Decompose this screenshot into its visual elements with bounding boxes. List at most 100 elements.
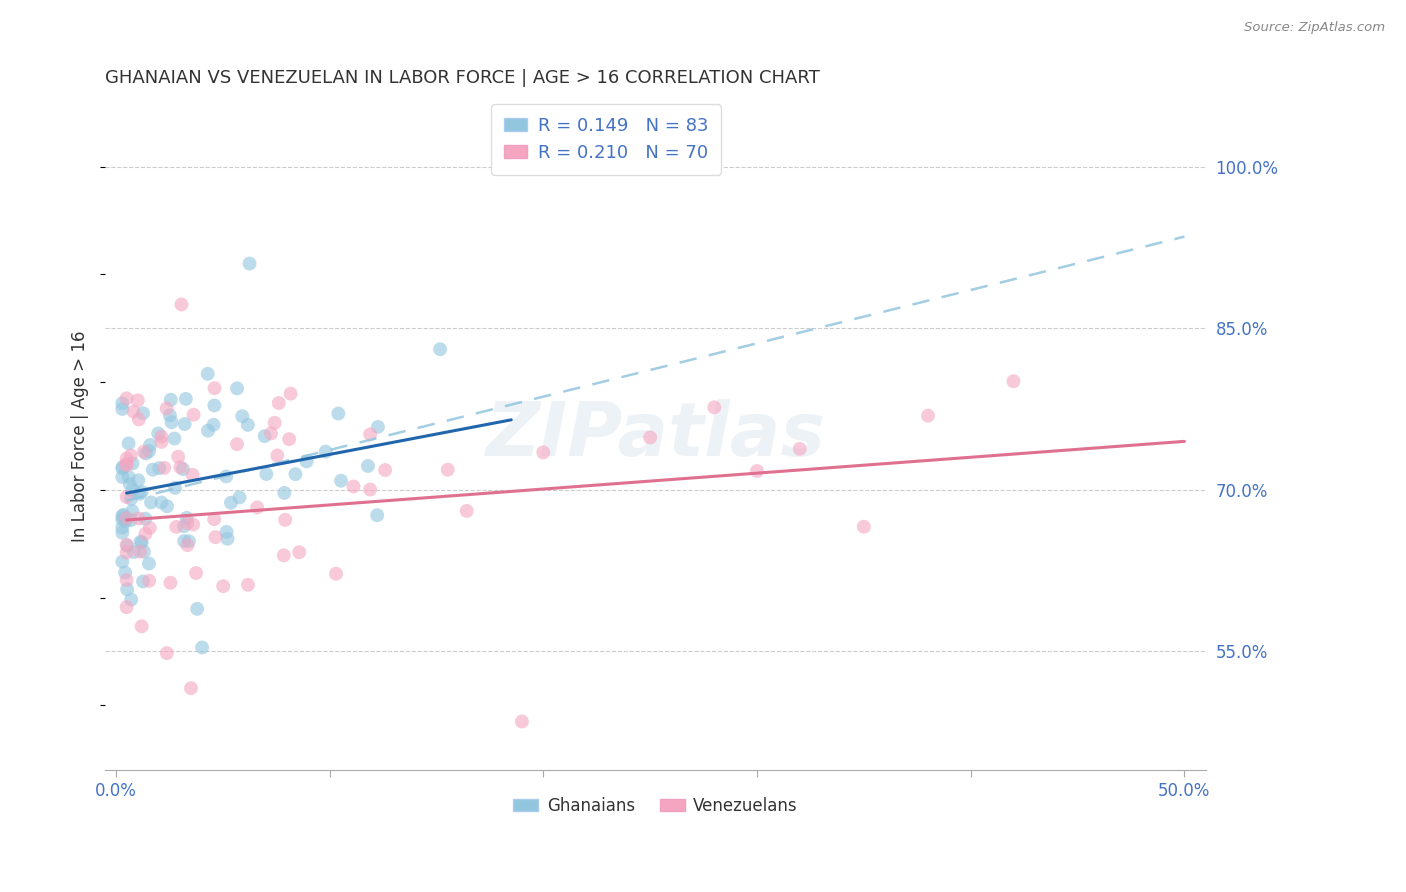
Point [638,431,661,445]
Text: GHANAIAN VS VENEZUELAN IN LABOR FORCE | AGE > 16 CORRELATION CHART: GHANAIAN VS VENEZUELAN IN LABOR FORCE | … [105,69,820,87]
Point [789,442,811,456]
Point [132,444,155,458]
Point [150,434,173,449]
Point [111,459,134,474]
Point [131,619,153,633]
Point [295,454,318,468]
Point [236,578,259,592]
Point [165,520,187,534]
Point [357,458,380,473]
Point [436,463,458,477]
Point [128,487,150,501]
Point [132,406,155,420]
Point [115,582,138,597]
Point [288,545,311,559]
Point [183,408,205,422]
Point [184,566,207,580]
Point [117,539,139,553]
Point [111,520,134,534]
Point [118,477,141,491]
Text: ZIPatlas: ZIPatlas [485,400,825,473]
Point [531,445,554,459]
Point [148,426,170,441]
Point [186,602,208,616]
Point [366,508,388,523]
Point [238,256,260,270]
Point [159,575,181,590]
Point [114,514,136,528]
Point [165,481,187,495]
Point [197,367,219,381]
Point [120,513,142,527]
Point [266,449,288,463]
Point [263,416,285,430]
Point [121,457,143,471]
Point [181,517,204,532]
Point [278,432,301,446]
Point [260,426,283,441]
Point [315,444,337,458]
Point [367,420,389,434]
Point [112,508,135,522]
Point [280,386,302,401]
Point [117,470,139,484]
Point [139,521,162,535]
Point [202,399,225,413]
Point [328,407,350,421]
Point [128,511,150,525]
Point [121,483,143,497]
Point [115,573,138,587]
Point [115,538,138,552]
Point [226,381,249,395]
Point [510,714,533,729]
Legend: Ghanaians, Venezuelans: Ghanaians, Venezuelans [506,790,804,822]
Point [156,401,179,416]
Point [219,496,242,510]
Text: Source: ZipAtlas.com: Source: ZipAtlas.com [1244,21,1385,35]
Point [115,391,138,405]
Point [111,525,134,540]
Point [202,512,225,526]
Point [745,464,768,478]
Point [374,463,396,477]
Point [703,401,725,415]
Point [174,392,197,406]
Point [226,437,249,451]
Point [121,504,143,518]
Point [342,479,364,493]
Point [115,545,138,559]
Point [173,417,195,431]
Point [852,519,875,533]
Point [246,500,269,515]
Point [129,534,152,549]
Point [917,409,939,423]
Point [176,511,198,525]
Point [139,495,162,509]
Point [163,432,186,446]
Point [330,474,353,488]
Point [115,458,138,472]
Point [153,460,176,475]
Point [156,500,179,514]
Point [172,462,194,476]
Point [267,396,290,410]
Point [142,463,165,477]
Point [359,427,381,442]
Point [456,504,478,518]
Point [359,483,381,497]
Point [111,461,134,475]
Point [156,646,179,660]
Point [1002,374,1025,388]
Y-axis label: In Labor Force | Age > 16: In Labor Force | Age > 16 [72,330,89,541]
Point [181,467,204,482]
Point [128,412,150,426]
Point [254,467,277,481]
Point [273,486,295,500]
Point [191,640,214,655]
Point [159,392,181,407]
Point [217,532,239,546]
Point [115,600,138,615]
Point [111,396,134,410]
Point [173,534,195,549]
Point [111,512,134,526]
